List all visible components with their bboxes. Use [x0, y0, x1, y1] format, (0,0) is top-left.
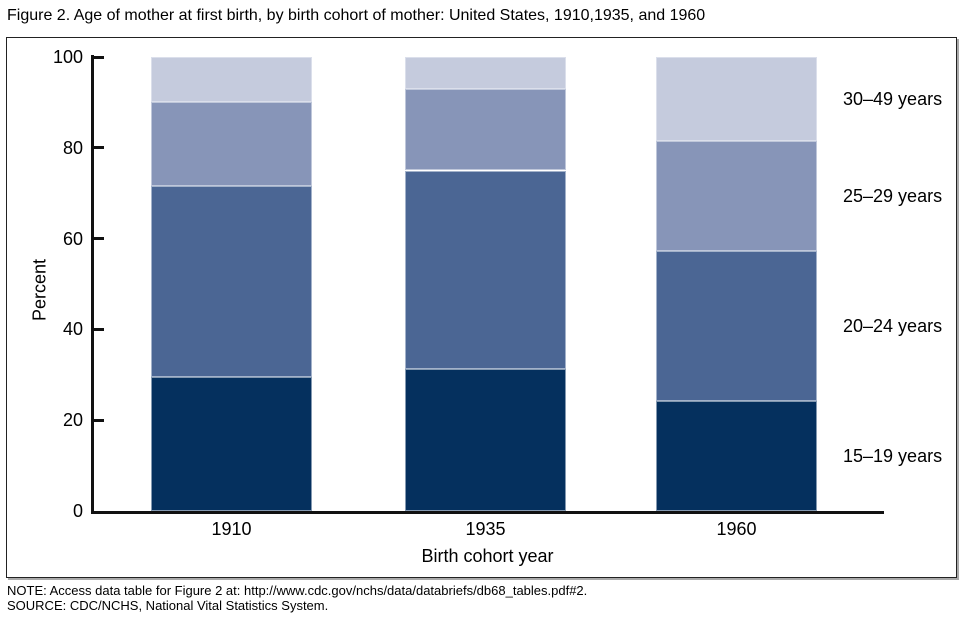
y-tick-label: 80 — [62, 137, 83, 158]
footnotes: NOTE: Access data table for Figure 2 at:… — [7, 583, 587, 613]
series-label: 15–19 years — [843, 446, 943, 467]
y-tick-label: 100 — [52, 47, 83, 67]
bar-segment — [151, 57, 312, 103]
bar-segment — [151, 186, 312, 378]
y-tick-mark — [94, 327, 104, 331]
y-tick-label: 40 — [62, 319, 83, 340]
source-text: SOURCE: CDC/NCHS, National Vital Statist… — [7, 598, 329, 613]
bar-segment — [405, 57, 566, 89]
note-text: NOTE: Access data table for Figure 2 at:… — [7, 583, 588, 598]
bar-segment — [656, 141, 817, 252]
bar-segment — [151, 377, 312, 511]
bar-segment — [405, 170, 566, 369]
series-label: 20–24 years — [843, 316, 943, 337]
y-tick-label: 20 — [62, 410, 83, 431]
y-axis-line — [91, 55, 94, 514]
y-tick-mark — [94, 146, 104, 150]
series-label: 25–29 years — [843, 186, 943, 207]
x-axis-line — [91, 511, 884, 514]
y-tick-mark — [94, 418, 104, 422]
bar-segment — [405, 368, 566, 511]
y-axis-title: Percent — [29, 258, 50, 322]
x-axis-title: Birth cohort year — [421, 546, 554, 566]
chart-frame: Percent Birth cohort year 0 20 40 60 80 100 19… — [6, 37, 957, 578]
y-tick-mark — [94, 55, 104, 59]
y-tick-label: 60 — [62, 228, 83, 249]
x-tick-label: 1935 — [465, 519, 506, 539]
bar-segment — [656, 57, 817, 142]
bar-segment — [151, 102, 312, 187]
y-tick-mark — [94, 237, 104, 241]
bar-segment — [405, 88, 566, 171]
series-label: 30–49 years — [843, 89, 943, 110]
x-tick-label: 1960 — [716, 519, 757, 539]
bar-segment — [656, 401, 817, 511]
y-tick-label: 0 — [72, 501, 83, 521]
figure-title: Figure 2. Age of mother at first birth, … — [7, 7, 706, 24]
bar-segment — [656, 251, 817, 402]
x-tick-label: 1910 — [211, 519, 252, 539]
